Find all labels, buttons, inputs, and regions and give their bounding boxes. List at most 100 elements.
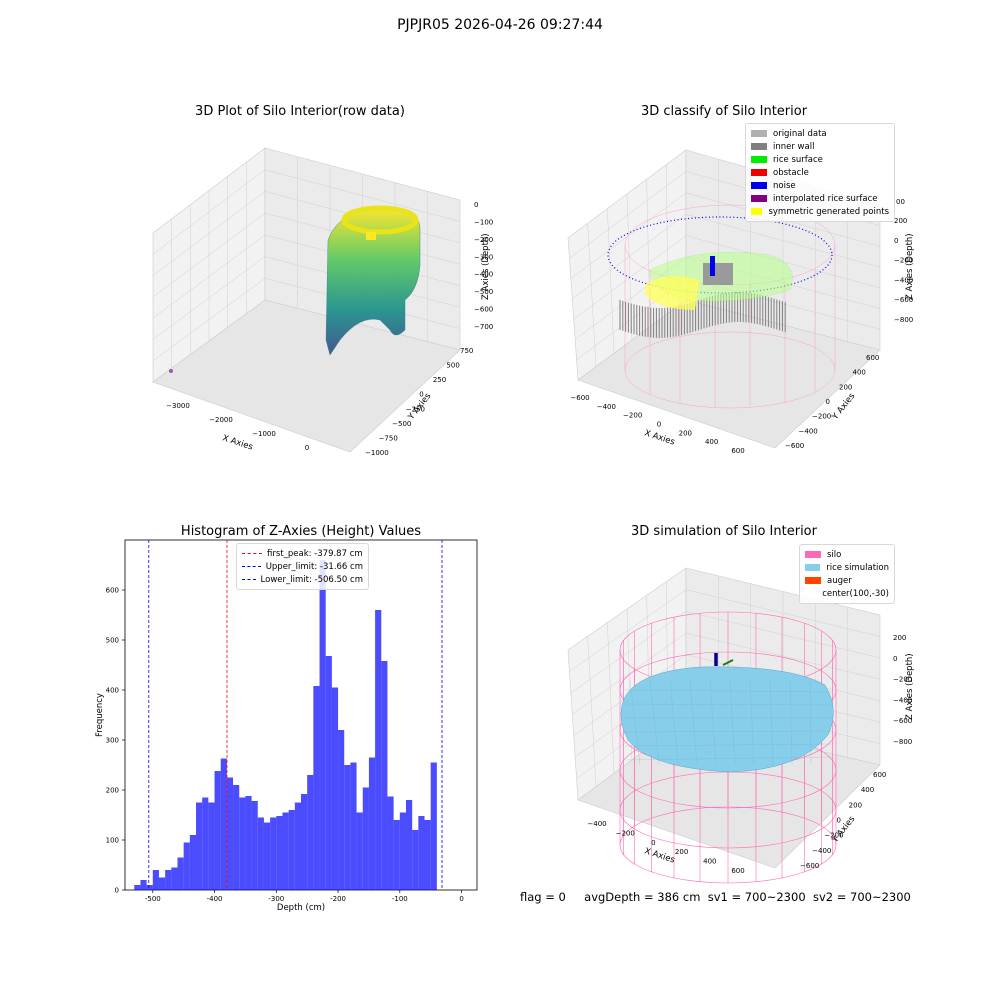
raw-z-tick-label: −600 bbox=[474, 306, 493, 314]
histogram-x-tick-label: -200 bbox=[330, 895, 346, 903]
legend-swatch bbox=[751, 208, 763, 215]
classify-legend-item: inner wall bbox=[751, 140, 889, 153]
raw-inner-patch bbox=[366, 232, 376, 240]
histogram-bar bbox=[226, 777, 234, 890]
classify-y-tick-label: −200 bbox=[812, 413, 831, 421]
raw-outlier-point bbox=[169, 369, 173, 373]
legend-label: Lower_limit: -506.50 cm bbox=[260, 574, 363, 585]
classify-y-tick-label: 400 bbox=[853, 369, 866, 377]
raw-y-tick-label: −250 bbox=[406, 405, 425, 413]
simulation-legend: silo rice simulation auger center(100,-30) bbox=[799, 544, 895, 604]
histogram-x-tick-label: 0 bbox=[459, 895, 463, 903]
raw-y-tick-label: −1000 bbox=[365, 449, 389, 457]
histogram-bar bbox=[214, 771, 221, 890]
simulation-floor-pane bbox=[577, 719, 881, 869]
classify-legend-item: symmetric generated points bbox=[751, 205, 889, 218]
histogram-bar bbox=[368, 757, 376, 890]
legend-line-sample bbox=[242, 579, 256, 580]
classify-y-tick-label: 600 bbox=[866, 354, 879, 362]
histogram-bar bbox=[381, 661, 388, 890]
simulation-z-tick-label: −200 bbox=[893, 676, 912, 684]
simulation-y-tick-label: 0 bbox=[837, 817, 841, 825]
simulation-silo-wireframe bbox=[619, 611, 837, 884]
legend-swatch bbox=[805, 551, 821, 558]
histogram-y-tick-label: 200 bbox=[106, 787, 119, 795]
histogram-y-tick-label: 100 bbox=[106, 837, 119, 845]
classify-z-tick-label: 200 bbox=[894, 217, 907, 225]
legend-label: symmetric generated points bbox=[768, 206, 889, 217]
legend-label: original data bbox=[773, 128, 827, 139]
histogram-bar bbox=[171, 867, 178, 890]
histogram-bar bbox=[146, 885, 153, 890]
raw-floor-pane bbox=[152, 299, 461, 453]
classify-z-tick-label: 0 bbox=[894, 237, 898, 245]
avg-depth-text: avgDepth = 386 cm bbox=[584, 890, 701, 904]
classify-legend-item: obstacle bbox=[751, 166, 889, 179]
histogram-bar bbox=[220, 758, 227, 890]
histogram-legend-item: first_peak: -379.87 cm bbox=[242, 547, 363, 560]
classify-y-tick-label: −400 bbox=[799, 427, 818, 435]
classify-left-pane bbox=[567, 149, 687, 381]
histogram-bar bbox=[375, 610, 382, 890]
sv1-text: sv1 = 700~2300 bbox=[707, 890, 806, 904]
histogram-x-tick-label: -100 bbox=[392, 895, 408, 903]
histogram-bar bbox=[134, 885, 141, 890]
simulation-legend-item: silo bbox=[805, 548, 889, 561]
histogram-bar bbox=[344, 765, 351, 890]
histogram-bar bbox=[325, 656, 332, 890]
classify-y-tick-label: −600 bbox=[785, 442, 804, 450]
histogram-legend-item: Upper_limit: -31.66 cm bbox=[242, 560, 363, 573]
legend-label: rice simulation bbox=[826, 562, 889, 573]
raw-x-tick-label: −3000 bbox=[166, 402, 190, 410]
raw-z-tick-label: −100 bbox=[474, 218, 493, 226]
histogram-bar bbox=[418, 816, 425, 890]
simulation-z-tick-label: −800 bbox=[893, 738, 912, 746]
histogram-bar bbox=[338, 730, 345, 890]
raw-y-tick-label: −500 bbox=[392, 420, 411, 428]
flag-text: flag = 0 bbox=[520, 890, 566, 904]
histogram-bar bbox=[158, 877, 166, 890]
legend-label: center(100,-30) bbox=[822, 588, 889, 599]
histogram-bar bbox=[301, 794, 308, 890]
histogram-ylabel: Frequency bbox=[95, 693, 105, 737]
simulation-x-tick-label: 400 bbox=[703, 858, 716, 866]
simulation-z-tick-label: −600 bbox=[893, 717, 912, 725]
histogram-bar bbox=[331, 687, 339, 890]
raw-top-ring bbox=[341, 205, 419, 235]
histogram-bar bbox=[288, 810, 295, 890]
legend-swatch bbox=[751, 169, 767, 176]
legend-label: first_peak: -379.87 cm bbox=[267, 548, 363, 559]
simulation-legend-item: center(100,-30) bbox=[805, 587, 889, 600]
raw-x-tick-label: 0 bbox=[305, 444, 309, 452]
simulation-y-tick-label: 200 bbox=[849, 801, 862, 809]
simulation-y-tick-label: −600 bbox=[800, 862, 819, 870]
classify-x-tick-label: 200 bbox=[679, 429, 692, 437]
histogram-title: Histogram of Z-Axies (Height) Values bbox=[180, 524, 422, 539]
legend-label: interpolated rice surface bbox=[773, 193, 878, 204]
histogram-bar bbox=[183, 842, 190, 890]
histogram-frame bbox=[124, 539, 478, 891]
histogram-bar bbox=[393, 820, 400, 890]
simulation-z-tick-label: 200 bbox=[893, 634, 906, 642]
histogram-x-tick-label: -400 bbox=[207, 895, 223, 903]
histogram-bar bbox=[282, 812, 289, 890]
classify-z-tick-label: −600 bbox=[894, 296, 913, 304]
histogram-bar bbox=[405, 800, 413, 890]
simulation-zlabel: Z Axies (Depth) bbox=[905, 653, 915, 720]
histogram-bar bbox=[356, 812, 363, 890]
classify-legend-item: noise bbox=[751, 179, 889, 192]
raw-point-cloud bbox=[325, 206, 421, 356]
classify-z-tick-label: −200 bbox=[894, 257, 913, 265]
histogram-y-tick-label: 600 bbox=[106, 587, 119, 595]
histogram-bar bbox=[239, 797, 246, 890]
simulation-left-pane bbox=[567, 567, 687, 801]
histogram-bar bbox=[313, 686, 320, 890]
raw-z-tick-label: −400 bbox=[474, 271, 493, 279]
classify-z-partial-tick: 00 bbox=[896, 198, 905, 206]
histogram-xlabel: Depth (cm) bbox=[277, 903, 325, 913]
classify-rice-surface bbox=[649, 251, 793, 302]
histogram-bar bbox=[276, 816, 283, 890]
histogram-bar bbox=[140, 880, 147, 890]
simulation-x-tick-label: 200 bbox=[675, 848, 688, 856]
classify-legend-item: interpolated rice surface bbox=[751, 192, 889, 205]
